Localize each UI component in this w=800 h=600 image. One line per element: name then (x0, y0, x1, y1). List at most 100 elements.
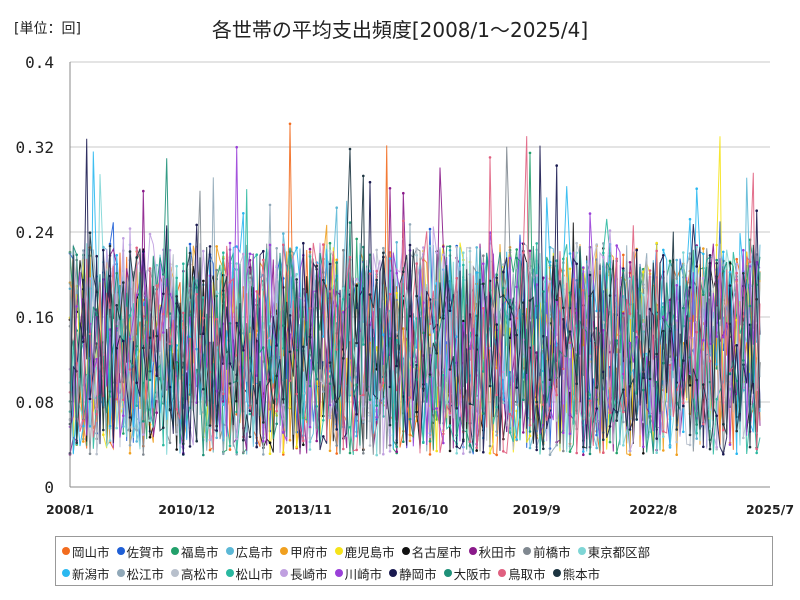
data-point (368, 269, 372, 273)
y-tick-label: 0.32 (15, 138, 54, 157)
data-point (322, 382, 325, 385)
data-point (288, 379, 292, 383)
data-point (688, 443, 692, 447)
data-point (295, 246, 299, 249)
data-point (448, 449, 452, 453)
data-point (455, 445, 459, 448)
data-point (335, 258, 339, 262)
data-point (648, 430, 652, 434)
data-point (715, 445, 718, 449)
data-point (268, 408, 272, 411)
data-point (622, 312, 625, 315)
data-point (655, 312, 658, 316)
data-point (662, 361, 665, 365)
data-point (335, 444, 339, 447)
data-point (688, 433, 692, 437)
data-point (575, 382, 578, 386)
data-point (635, 248, 638, 252)
data-point (195, 439, 198, 443)
data-point (668, 360, 672, 364)
data-point (482, 254, 485, 257)
data-point (382, 381, 385, 385)
data-point (255, 445, 258, 449)
data-point (82, 419, 85, 422)
data-point (642, 376, 645, 380)
data-point (608, 425, 612, 428)
data-point (395, 298, 399, 302)
data-point (715, 447, 718, 451)
data-point (508, 336, 512, 340)
data-point (408, 314, 412, 318)
data-point (122, 414, 125, 418)
data-point (322, 278, 325, 282)
legend-swatch (280, 547, 289, 555)
data-point (495, 323, 499, 326)
data-point (528, 423, 532, 427)
data-point (388, 292, 392, 296)
chart-plot: 0 0.08 0.16 0.24 0.32 0.4 2008/1 2010/12 2013/1… (15, 53, 794, 517)
data-point (535, 283, 538, 286)
data-point (488, 384, 492, 388)
data-point (602, 320, 605, 324)
legend-label: 松江市 (126, 566, 165, 582)
data-point (348, 147, 352, 151)
data-point (728, 443, 732, 446)
data-point (508, 251, 512, 254)
data-point (702, 276, 705, 280)
data-point (235, 145, 238, 149)
data-point (302, 439, 305, 443)
data-point (415, 410, 419, 414)
data-point (528, 151, 532, 155)
data-point (675, 258, 678, 262)
data-point (142, 189, 145, 193)
data-point (622, 420, 625, 424)
data-point (382, 251, 385, 255)
data-point (755, 447, 758, 451)
data-point (168, 342, 172, 346)
data-point (142, 419, 145, 423)
data-point (508, 327, 512, 331)
data-point (408, 439, 412, 443)
data-point (388, 187, 392, 190)
data-point (115, 398, 118, 401)
data-point (495, 434, 499, 437)
data-point (255, 290, 258, 293)
data-point (742, 248, 745, 252)
data-point (462, 438, 465, 441)
data-point (328, 361, 332, 364)
legend-item: 鹿児島市 (334, 542, 395, 561)
data-point (735, 452, 738, 456)
data-point (108, 439, 112, 442)
data-point (222, 400, 225, 403)
data-point (342, 447, 345, 451)
data-point (102, 428, 105, 432)
series-大阪市 (68, 158, 761, 457)
data-point (102, 248, 105, 252)
data-point (308, 425, 312, 429)
data-point (695, 265, 698, 268)
x-tick-label: 2013/11 (275, 502, 332, 517)
data-point (342, 287, 345, 290)
data-point (502, 401, 505, 405)
data-point (188, 337, 192, 341)
data-point (95, 254, 98, 258)
data-point (722, 263, 725, 267)
legend-label: 新潟市 (72, 566, 110, 582)
data-point (668, 263, 672, 266)
data-point (622, 410, 625, 414)
legend-swatch (62, 547, 70, 555)
data-point (622, 388, 625, 392)
data-point (402, 440, 405, 444)
data-point (735, 271, 738, 275)
data-point (675, 440, 678, 444)
series-熊本市 (68, 147, 761, 451)
data-point (255, 401, 258, 405)
data-point (742, 272, 745, 275)
data-point (602, 370, 605, 374)
data-point (655, 249, 658, 253)
data-point (375, 269, 379, 273)
data-point (208, 438, 212, 442)
data-point (175, 407, 178, 411)
y-tick-labels: 0 0.08 0.16 0.24 0.32 0.4 (15, 53, 54, 497)
data-point (528, 430, 532, 433)
